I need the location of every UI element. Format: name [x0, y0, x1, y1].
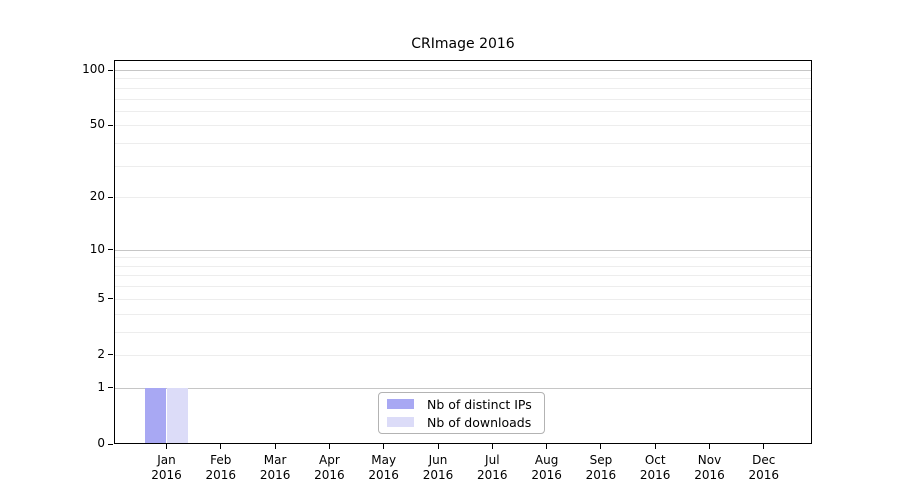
x-tick-label: Jun 2016	[410, 453, 466, 483]
x-tick-mark	[600, 444, 602, 449]
x-tick-mark	[491, 444, 493, 449]
y-tick-label: 20	[89, 189, 105, 204]
gridline-minor	[115, 257, 811, 259]
x-tick-year: 2016	[531, 468, 562, 482]
x-tick-month: Nov	[697, 453, 722, 467]
y-tick-mark	[108, 69, 113, 71]
gridline-minor	[115, 143, 811, 145]
x-tick-year: 2016	[639, 468, 671, 482]
x-tick-month: Oct	[644, 453, 666, 467]
x-tick-label: Apr 2016	[301, 453, 357, 483]
gridline-minor	[115, 98, 811, 100]
x-tick-mark	[274, 444, 276, 449]
plot-area	[114, 60, 812, 444]
x-tick-month: Jul	[485, 453, 500, 467]
y-tick-label: 0	[97, 436, 105, 450]
x-tick-year: 2016	[694, 468, 725, 482]
x-tick-mark	[709, 444, 710, 449]
x-tick-mark	[220, 444, 222, 449]
y-tick-label: 1	[97, 379, 105, 394]
x-tick-label: May 2016	[356, 453, 412, 483]
legend-entry: Nb of downloads	[379, 414, 544, 430]
y-tick-mark	[108, 387, 113, 389]
legend-entry: Nb of distinct IPs	[379, 396, 544, 412]
x-tick-mark	[328, 444, 330, 449]
legend-label: Nb of distinct IPs	[427, 396, 532, 412]
x-tick-month: Dec	[752, 453, 776, 467]
x-tick-year: 2016	[477, 468, 508, 482]
y-tick-mark	[108, 196, 113, 198]
bar-downloads	[166, 387, 189, 443]
y-tick-label: 10	[89, 241, 105, 256]
gridline-major	[115, 70, 811, 71]
x-tick-month: Jan	[157, 453, 176, 467]
x-tick-mark	[437, 444, 439, 449]
gridline-minor	[115, 125, 811, 127]
gridline-minor	[115, 313, 811, 315]
x-tick-month: May	[371, 453, 397, 467]
chart-title: CRImage 2016	[411, 36, 515, 52]
x-tick-label: Dec 2016	[736, 453, 792, 483]
legend: Nb of distinct IPs Nb of downloads	[378, 392, 545, 434]
gridline-minor	[115, 354, 811, 356]
x-tick-year: 2016	[748, 468, 780, 482]
x-tick-mark	[166, 444, 167, 449]
x-tick-label: Feb 2016	[193, 453, 249, 483]
y-tick-label: 5	[97, 290, 105, 305]
x-tick-month: Mar	[263, 453, 287, 467]
gridline-minor	[115, 87, 811, 89]
x-tick-year: 2016	[205, 468, 237, 482]
x-tick-month: Jun	[428, 453, 448, 467]
x-tick-mark	[383, 444, 385, 449]
y-tick-label: 2	[97, 346, 105, 361]
x-tick-month: Apr	[319, 453, 340, 467]
x-tick-month: Aug	[534, 453, 559, 467]
x-tick-mark	[654, 444, 656, 449]
x-tick-label: Sep 2016	[573, 453, 629, 483]
gridline-minor	[115, 110, 811, 112]
y-tick-mark	[108, 443, 113, 445]
legend-label: Nb of downloads	[427, 414, 532, 430]
x-tick-label: Jan 2016	[139, 453, 195, 483]
x-tick-label: Jul 2016	[464, 453, 520, 483]
y-tick-mark	[108, 354, 113, 356]
bar-distinct-ips	[144, 387, 167, 443]
legend-swatch-downloads	[387, 417, 414, 427]
y-tick-mark	[108, 249, 113, 251]
gridline-major	[115, 387, 811, 389]
y-tick-mark	[108, 124, 113, 126]
x-tick-year: 2016	[314, 468, 345, 482]
x-tick-year: 2016	[259, 468, 291, 482]
gridline-major	[115, 249, 811, 251]
gridline-minor	[115, 165, 811, 167]
x-tick-month: Sep	[589, 453, 613, 467]
x-tick-year: 2016	[422, 468, 454, 482]
gridline-minor	[115, 275, 811, 277]
x-tick-year: 2016	[585, 468, 617, 482]
x-tick-label: Mar 2016	[247, 453, 303, 483]
x-tick-mark	[763, 444, 765, 449]
x-tick-label: Aug 2016	[519, 453, 575, 483]
x-tick-label: Oct 2016	[627, 453, 683, 483]
gridline-minor	[115, 331, 811, 333]
gridline-minor	[115, 298, 811, 300]
gridline-minor	[115, 197, 811, 199]
x-tick-year: 2016	[368, 468, 399, 482]
x-tick-mark	[546, 444, 548, 449]
gridline-minor	[115, 265, 811, 267]
x-tick-label: Nov 2016	[682, 453, 738, 483]
legend-swatch-distinct-ips	[387, 399, 414, 409]
y-tick-mark	[108, 298, 113, 300]
y-tick-label: 50	[89, 117, 105, 132]
gridline-minor	[115, 286, 811, 288]
gridline-minor	[115, 78, 811, 80]
y-tick-label: 100	[82, 62, 105, 76]
x-tick-month: Feb	[210, 453, 232, 467]
x-tick-year: 2016	[151, 468, 182, 482]
